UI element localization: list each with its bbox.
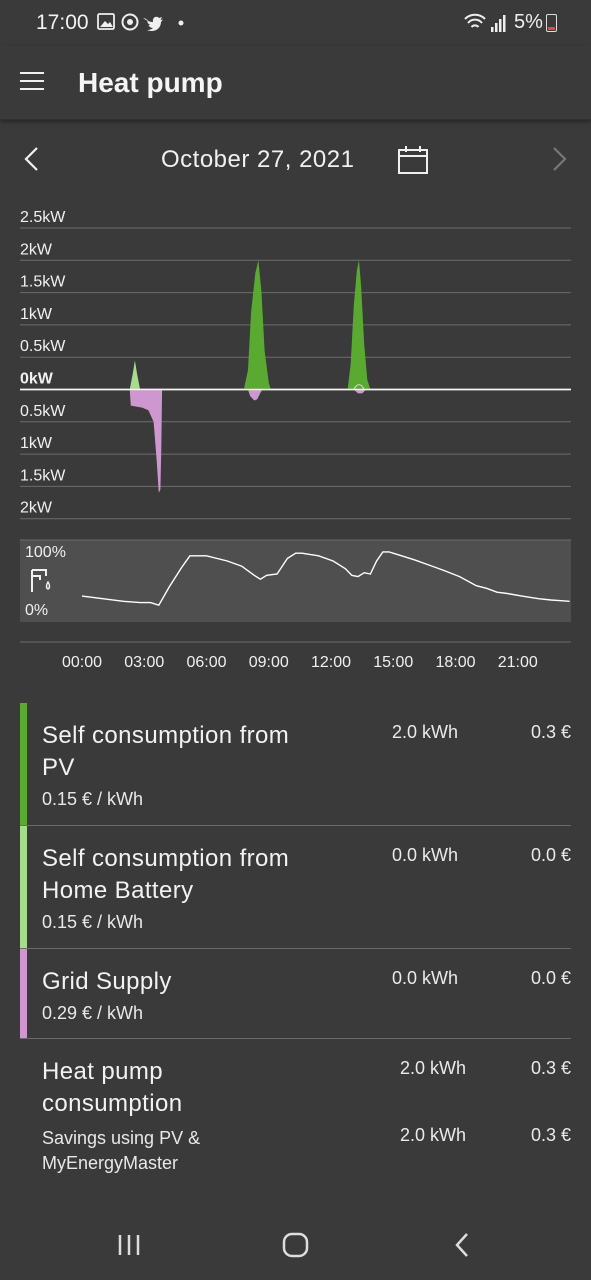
x-tick-label: 00:00 bbox=[62, 654, 102, 671]
row-title-line: Self consumption from bbox=[42, 845, 290, 872]
y-tick-label: 2kW bbox=[20, 500, 53, 517]
row-title-line: PV bbox=[42, 754, 75, 781]
page-title: Heat pump bbox=[78, 67, 223, 98]
row-kwh: 0.0 kWh bbox=[391, 968, 458, 988]
x-tick-label: 12:00 bbox=[311, 654, 351, 671]
y-tick-label: 0.5kW bbox=[20, 338, 66, 355]
consumption-kwh: 2.0 kWh bbox=[399, 1058, 466, 1078]
y-tick-label: 1kW bbox=[20, 306, 53, 323]
x-tick-label: 21:00 bbox=[498, 654, 538, 671]
sync-icon bbox=[121, 13, 139, 31]
row-price: 0.29 € / kWh bbox=[42, 1003, 144, 1023]
power-area-outline bbox=[353, 384, 365, 390]
power-area bbox=[248, 389, 263, 401]
chevron-right-icon[interactable] bbox=[547, 144, 571, 174]
x-tick-label: 03:00 bbox=[124, 654, 164, 671]
power-area bbox=[347, 260, 371, 390]
tank-level-line bbox=[81, 551, 570, 607]
status-notification-icons bbox=[97, 13, 184, 32]
water-drop-icon bbox=[45, 580, 51, 590]
x-tick-label: 06:00 bbox=[186, 654, 226, 671]
home-icon[interactable] bbox=[281, 1230, 311, 1260]
list-item-grid-supply[interactable]: Grid Supply 0.29 € / kWh 0.0 kWh 0.0 € bbox=[20, 949, 571, 1039]
power-area bbox=[353, 389, 367, 394]
y-tick-label: 1.5kW bbox=[20, 467, 66, 484]
battery-percent: 5% bbox=[514, 11, 543, 33]
twitter-icon bbox=[143, 16, 163, 32]
y-tick-label: 0kW bbox=[20, 371, 54, 388]
system-nav-bar bbox=[0, 1210, 591, 1280]
savings-label-line: Savings using PV & bbox=[42, 1128, 201, 1148]
color-bar-battery bbox=[20, 826, 27, 948]
chevron-left-icon[interactable] bbox=[20, 144, 44, 174]
tank-chart-panel bbox=[20, 540, 571, 622]
row-eur: 0.0 € bbox=[530, 968, 571, 988]
y-tick-label: 0.5kW bbox=[20, 403, 66, 420]
wifi-icon bbox=[464, 13, 486, 28]
power-area bbox=[129, 360, 141, 390]
y-tick-label: 1kW bbox=[20, 435, 53, 452]
x-tick-label: 09:00 bbox=[249, 654, 289, 671]
savings-label-line: MyEnergyMaster bbox=[42, 1153, 179, 1173]
dot-icon bbox=[178, 20, 184, 26]
row-title-line: Home Battery bbox=[42, 877, 194, 904]
summary-list: Self consumption from PV 0.15 € / kWh 2.… bbox=[20, 703, 571, 1189]
status-bar: 17:00 5% bbox=[0, 0, 591, 46]
consumption-eur: 0.3 € bbox=[530, 1058, 571, 1078]
list-item-self-consumption-battery[interactable]: Self consumption from Home Battery 0.15 … bbox=[20, 826, 571, 949]
back-icon[interactable] bbox=[450, 1230, 476, 1260]
app-bar: Heat pump bbox=[0, 46, 591, 120]
y-tick-label: 100% bbox=[25, 544, 66, 561]
x-tick-label: 15:00 bbox=[373, 654, 413, 671]
date-label[interactable]: October 27, 2021 bbox=[161, 146, 355, 173]
y-tick-label: 0% bbox=[25, 602, 48, 619]
row-title-line: Grid Supply bbox=[42, 968, 172, 995]
y-tick-label: 2kW bbox=[20, 241, 53, 258]
y-tick-label: 2.5kW bbox=[20, 209, 66, 226]
calendar-icon[interactable] bbox=[397, 145, 429, 175]
row-title-line: Self consumption from bbox=[42, 722, 290, 749]
consumption-title-line: Heat pump bbox=[42, 1058, 163, 1085]
savings-kwh: 2.0 kWh bbox=[399, 1125, 466, 1145]
date-navigation: October 27, 2021 bbox=[0, 136, 591, 186]
savings-eur: 0.3 € bbox=[530, 1125, 571, 1145]
list-item-self-consumption-pv[interactable]: Self consumption from PV 0.15 € / kWh 2.… bbox=[20, 703, 571, 826]
row-price: 0.15 € / kWh bbox=[42, 912, 144, 932]
hamburger-menu-icon[interactable] bbox=[20, 72, 44, 90]
row-kwh: 2.0 kWh bbox=[391, 722, 458, 742]
water-tap-icon bbox=[31, 569, 47, 592]
color-bar-pv bbox=[20, 703, 27, 825]
battery-icon bbox=[546, 14, 557, 32]
row-kwh: 0.0 kWh bbox=[391, 845, 458, 865]
list-item-heat-pump-consumption: Heat pump consumption 2.0 kWh 0.3 € Savi… bbox=[20, 1039, 571, 1189]
power-area bbox=[129, 389, 163, 493]
row-price: 0.15 € / kWh bbox=[42, 789, 144, 809]
power-area bbox=[243, 260, 271, 390]
energy-chart: 2.5kW 2kW 1.5kW 1kW 0.5kW 0kW 0.5kW 1kW 1.5kW 2kW… bbox=[20, 209, 571, 671]
connectivity-icons bbox=[464, 13, 506, 32]
y-tick-label: 1.5kW bbox=[20, 274, 66, 291]
status-time: 17:00 bbox=[36, 11, 89, 34]
row-eur: 0.3 € bbox=[530, 722, 571, 742]
row-eur: 0.0 € bbox=[530, 845, 571, 865]
color-bar-grid bbox=[20, 949, 27, 1038]
recent-apps-icon[interactable] bbox=[117, 1230, 143, 1260]
gallery-icon bbox=[97, 13, 115, 30]
x-tick-label: 18:00 bbox=[435, 654, 475, 671]
consumption-title-line: consumption bbox=[42, 1090, 183, 1117]
signal-icon bbox=[491, 15, 506, 32]
